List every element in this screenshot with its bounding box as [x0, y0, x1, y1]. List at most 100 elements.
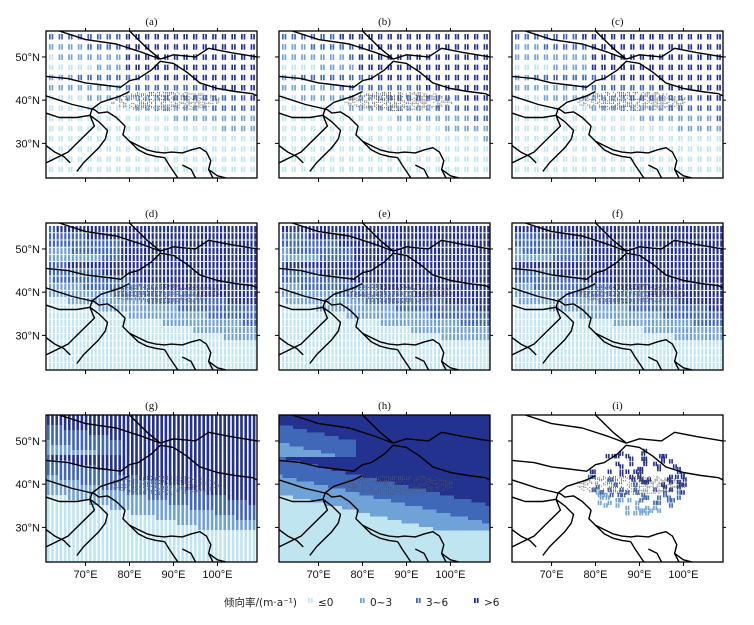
- trend-mark: [361, 240, 364, 247]
- stipple-dot: [145, 98, 147, 101]
- trend-mark: [231, 247, 234, 254]
- stipple-dot: [646, 93, 648, 95]
- trend-mark: [303, 34, 306, 40]
- trend-mark: [565, 74, 568, 81]
- trend-mark: [409, 136, 412, 142]
- trend-mark: [409, 54, 412, 60]
- stipple-dot: [216, 103, 218, 105]
- stipple-dot: [156, 296, 158, 298]
- stipple-dot: [162, 108, 164, 110]
- stipple-dot: [374, 96, 376, 98]
- stipple-dot: [593, 94, 595, 96]
- trend-mark: [106, 305, 109, 312]
- stipple-dot: [378, 98, 380, 101]
- trend-mark: [457, 125, 460, 132]
- stipple-dot: [387, 107, 390, 109]
- trend-mark: [241, 105, 243, 111]
- trend-mark: [90, 74, 92, 81]
- boundary-line: [524, 31, 627, 60]
- trend-mark: [584, 74, 587, 81]
- trend-mark: [320, 233, 323, 240]
- stipple-dot: [141, 107, 143, 109]
- stipple-dot: [417, 94, 419, 96]
- stipple-dot: [385, 107, 388, 109]
- stipple-dot: [146, 94, 149, 96]
- trend-mark: [224, 136, 227, 142]
- stipple-dot: [658, 108, 660, 110]
- trend-mark: [339, 136, 342, 142]
- trend-mark: [87, 85, 90, 91]
- stipple-dot: [125, 289, 127, 291]
- trend-mark: [361, 74, 364, 81]
- trend-mark: [223, 276, 226, 283]
- trend-mark: [163, 247, 166, 254]
- boundary-line: [512, 95, 592, 127]
- trend-mark: [77, 115, 80, 122]
- trend-mark: [197, 226, 200, 233]
- trend-mark: [77, 44, 80, 50]
- stipple-dot: [626, 92, 628, 94]
- trend-mark: [671, 44, 673, 50]
- stipple-dot: [609, 97, 611, 99]
- trend-mark: [204, 305, 207, 312]
- stipple-dot: [441, 101, 443, 103]
- trend-mark: [176, 34, 179, 40]
- trend-mark: [668, 156, 671, 162]
- trend-mark: [220, 269, 223, 276]
- trend-mark: [563, 136, 565, 142]
- trend-mark: [457, 95, 460, 101]
- trend-mark: [291, 44, 294, 50]
- stipple-dot: [376, 93, 378, 95]
- trend-mark: [118, 115, 121, 122]
- stipple-dot: [658, 100, 660, 102]
- trend-mark: [594, 146, 597, 152]
- trend-mark: [113, 240, 116, 247]
- trend-mark: [205, 146, 207, 152]
- trend-mark: [411, 247, 414, 254]
- trend-mark: [369, 254, 372, 262]
- trend-mark: [623, 146, 625, 152]
- trend-mark: [234, 125, 236, 132]
- stipple-dot: [202, 93, 204, 95]
- trend-mark: [140, 370, 142, 376]
- trend-mark: [193, 312, 196, 319]
- stipple-dot: [660, 97, 662, 99]
- trend-mark: [476, 64, 479, 71]
- trend-mark: [250, 105, 253, 111]
- trend-mark: [285, 226, 288, 233]
- trend-mark: [68, 166, 70, 173]
- trend-mark: [474, 44, 476, 50]
- trend-mark: [106, 166, 109, 173]
- stipple-dot: [593, 96, 595, 98]
- trend-mark: [90, 334, 93, 341]
- trend-mark: [125, 262, 128, 269]
- trend-mark: [239, 283, 242, 290]
- stipple-dot: [178, 284, 180, 286]
- stipple-dot: [626, 94, 628, 96]
- trend-mark: [467, 64, 469, 71]
- trend-mark: [109, 44, 111, 50]
- trend-mark: [254, 290, 257, 298]
- trend-mark: [189, 226, 192, 233]
- trend-mark: [250, 247, 253, 254]
- trend-mark: [556, 125, 558, 132]
- trend-mark: [71, 334, 74, 341]
- trend-mark: [83, 362, 86, 370]
- trend-mark: [709, 115, 712, 122]
- trend-mark: [106, 95, 109, 101]
- trend-mark: [221, 95, 224, 101]
- trend-mark: [197, 312, 200, 319]
- stipple-dot: [378, 97, 380, 99]
- trend-mark: [373, 247, 376, 254]
- stipple-dot: [650, 96, 652, 98]
- trend-mark: [138, 105, 140, 111]
- stipple-dot: [401, 96, 403, 98]
- trend-mark: [202, 125, 205, 132]
- trend-mark: [308, 247, 311, 254]
- stipple-dot: [383, 100, 386, 102]
- stipple-dot: [139, 104, 141, 106]
- trend-mark: [457, 136, 460, 142]
- panels-group: (a)50°N40°N30°N(b) (c)(d)50°N40°N30°N(e)(…: [15, 16, 726, 581]
- trend-mark: [323, 136, 325, 142]
- trend-mark: [170, 226, 173, 233]
